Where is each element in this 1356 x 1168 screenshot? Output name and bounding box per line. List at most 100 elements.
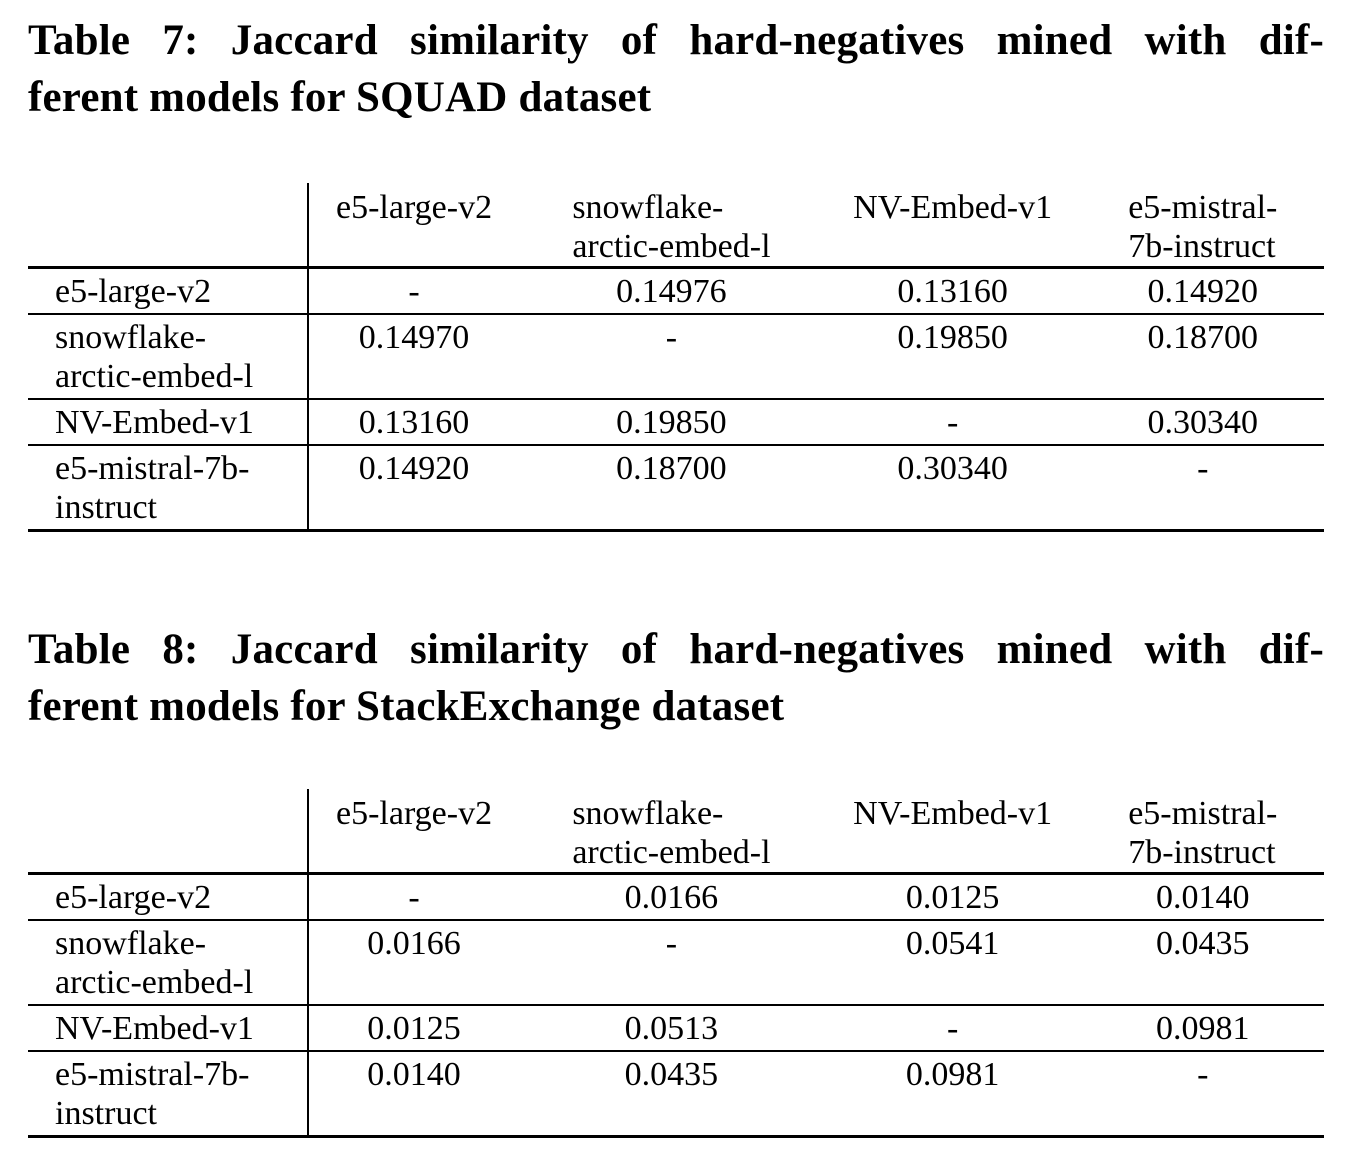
table-cell: 0.18700 <box>1081 314 1324 400</box>
table-cell: 0.18700 <box>519 445 824 532</box>
column-header-line: e5-mistral- <box>1128 189 1278 226</box>
table-cell: - <box>306 267 520 315</box>
table-cell: 0.13160 <box>823 267 1082 315</box>
table7-caption: Table 7: Jaccard similarity of hard-nega… <box>28 12 1324 126</box>
table-cell: 0.14920 <box>306 445 520 532</box>
row-label-line: snowflake- <box>55 319 207 356</box>
table8-colheader-snowflake-arctic-embed-l: snowflake- arctic-embed-l <box>519 789 824 875</box>
row-label: e5-mistral-7b- instruct <box>28 1051 308 1138</box>
table-cell: 0.0435 <box>519 1051 824 1138</box>
column-header: e5-mistral- 7b-instruct <box>1128 794 1277 872</box>
table-cell: 0.0541 <box>823 920 1082 1006</box>
table-cell: 0.14920 <box>1081 267 1324 315</box>
table-cell: - <box>823 1005 1082 1052</box>
column-header: e5-large-v2 <box>336 794 492 833</box>
row-label-line: e5-large-v2 <box>55 273 212 310</box>
table8-caption-line1: Table 8: Jaccard similarity of hard-nega… <box>28 626 1324 673</box>
table-cell: - <box>519 920 824 1006</box>
row-label: e5-mistral-7b- instruct <box>28 445 308 532</box>
row-label: NV-Embed-v1 <box>28 1005 308 1052</box>
table-cell: 0.19850 <box>519 399 824 446</box>
table-cell: 0.0981 <box>1081 1005 1324 1052</box>
table-cell: 0.19850 <box>823 314 1082 400</box>
table8-header-row: e5-large-v2 snowflake- arctic-embed-l NV… <box>28 789 1324 875</box>
table-cell: 0.0513 <box>519 1005 824 1052</box>
row-label-line: snowflake- <box>55 925 207 962</box>
table7-header-row: e5-large-v2 snowflake- arctic-embed-l NV… <box>28 183 1324 269</box>
row-label-line: e5-mistral-7b- <box>55 450 250 487</box>
table8-caption-line2: ferent models for StackExchange dataset <box>28 683 785 730</box>
column-header-line: e5-large-v2 <box>336 795 493 832</box>
table8-jaccard-stackexchange: e5-large-v2 snowflake- arctic-embed-l NV… <box>28 789 1324 1138</box>
table8-row-e5-large-v2: e5-large-v2 - 0.0166 0.0125 0.0140 <box>28 873 1324 921</box>
table-cell: 0.0125 <box>306 1005 520 1052</box>
row-label: NV-Embed-v1 <box>28 399 308 446</box>
column-header-line: NV-Embed-v1 <box>853 795 1053 832</box>
paper-page: Table 7: Jaccard similarity of hard-nega… <box>28 12 1324 1138</box>
row-label-line: NV-Embed-v1 <box>55 404 254 441</box>
column-header-line: arctic-embed-l <box>572 228 771 265</box>
column-header-line: snowflake- <box>572 795 724 832</box>
column-header-line: e5-large-v2 <box>336 189 493 226</box>
column-header: NV-Embed-v1 <box>853 794 1052 833</box>
table-cell: - <box>1081 445 1324 532</box>
table-cell: 0.0140 <box>306 1051 520 1138</box>
row-label-line: e5-large-v2 <box>55 879 212 916</box>
table7-row-snowflake-arctic-embed-l: snowflake- arctic-embed-l 0.14970 - 0.19… <box>28 314 1324 400</box>
column-header: snowflake- arctic-embed-l <box>572 188 770 266</box>
table7-corner-cell <box>28 183 308 269</box>
table7-caption-line2: ferent models for SQUAD dataset <box>28 74 652 121</box>
column-header-line: arctic-embed-l <box>572 834 771 871</box>
table8-caption: Table 8: Jaccard similarity of hard-nega… <box>28 621 1324 735</box>
table7-row-e5-large-v2: e5-large-v2 - 0.14976 0.13160 0.14920 <box>28 267 1324 315</box>
table7-colheader-snowflake-arctic-embed-l: snowflake- arctic-embed-l <box>519 183 824 269</box>
table-cell: 0.0166 <box>306 920 520 1006</box>
row-label-line: arctic-embed-l <box>55 358 254 395</box>
table-cell: - <box>1081 1051 1324 1138</box>
table7-row-e5-mistral-7b-instruct: e5-mistral-7b- instruct 0.14920 0.18700 … <box>28 445 1324 532</box>
table-cell: 0.14970 <box>306 314 520 400</box>
row-label-line: instruct <box>55 1095 157 1132</box>
table-cell: - <box>306 873 520 921</box>
row-label-line: NV-Embed-v1 <box>55 1010 254 1047</box>
column-header: NV-Embed-v1 <box>853 188 1052 227</box>
table7-colheader-e5-mistral-7b-instruct: e5-mistral- 7b-instruct <box>1081 183 1324 269</box>
table-cell: - <box>519 314 824 400</box>
table-cell: 0.14976 <box>519 267 824 315</box>
table7-caption-line1: Table 7: Jaccard similarity of hard-nega… <box>28 17 1324 64</box>
column-header-line: e5-mistral- <box>1128 795 1278 832</box>
table8-row-snowflake-arctic-embed-l: snowflake- arctic-embed-l 0.0166 - 0.054… <box>28 920 1324 1006</box>
table-cell: 0.0140 <box>1081 873 1324 921</box>
row-label: snowflake- arctic-embed-l <box>28 314 308 400</box>
table7-row-nv-embed-v1: NV-Embed-v1 0.13160 0.19850 - 0.30340 <box>28 399 1324 446</box>
table-cell: 0.0981 <box>823 1051 1082 1138</box>
table8-row-e5-mistral-7b-instruct: e5-mistral-7b- instruct 0.0140 0.0435 0.… <box>28 1051 1324 1138</box>
column-header: e5-large-v2 <box>336 188 492 227</box>
table8-colheader-e5-mistral-7b-instruct: e5-mistral- 7b-instruct <box>1081 789 1324 875</box>
row-label: e5-large-v2 <box>28 873 308 921</box>
row-label: snowflake- arctic-embed-l <box>28 920 308 1006</box>
row-label: e5-large-v2 <box>28 267 308 315</box>
table-cell: 0.0125 <box>823 873 1082 921</box>
column-header-line: NV-Embed-v1 <box>853 189 1053 226</box>
table-cell: 0.0435 <box>1081 920 1324 1006</box>
table8-row-nv-embed-v1: NV-Embed-v1 0.0125 0.0513 - 0.0981 <box>28 1005 1324 1052</box>
table8-corner-cell <box>28 789 308 875</box>
table8-colheader-nv-embed-v1: NV-Embed-v1 <box>823 789 1082 875</box>
table-cell: 0.30340 <box>1081 399 1324 446</box>
table-cell: 0.0166 <box>519 873 824 921</box>
column-header-line: 7b-instruct <box>1128 228 1276 265</box>
table7-colheader-nv-embed-v1: NV-Embed-v1 <box>823 183 1082 269</box>
table7-colheader-e5-large-v2: e5-large-v2 <box>306 183 520 269</box>
table7-jaccard-squad: e5-large-v2 snowflake- arctic-embed-l NV… <box>28 183 1324 532</box>
table-cell: - <box>823 399 1082 446</box>
column-header: e5-mistral- 7b-instruct <box>1128 188 1277 266</box>
column-header-line: snowflake- <box>572 189 724 226</box>
table-cell: 0.13160 <box>306 399 520 446</box>
row-label-line: arctic-embed-l <box>55 964 254 1001</box>
table-cell: 0.30340 <box>823 445 1082 532</box>
column-header-line: 7b-instruct <box>1128 834 1276 871</box>
column-header: snowflake- arctic-embed-l <box>572 794 770 872</box>
row-label-line: e5-mistral-7b- <box>55 1056 250 1093</box>
table8-colheader-e5-large-v2: e5-large-v2 <box>306 789 520 875</box>
